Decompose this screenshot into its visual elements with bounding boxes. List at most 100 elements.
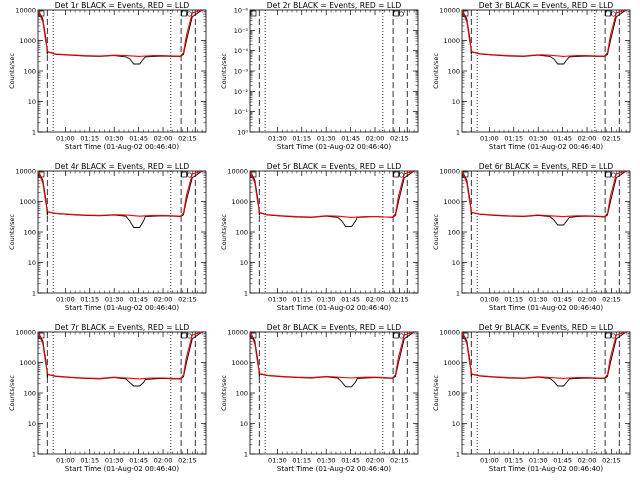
y-tick-label: 1 bbox=[456, 290, 460, 298]
y-tick-label: 10⁻⁵ bbox=[234, 27, 249, 35]
corner-marker bbox=[398, 333, 404, 339]
x-tick-label: 02:00 bbox=[154, 457, 173, 465]
x-tick-label: 01:45 bbox=[341, 457, 360, 465]
x-axis-label: Start Time (01-Aug-02 00:46:40) bbox=[65, 465, 179, 473]
x-tick-label: 02:00 bbox=[366, 296, 385, 304]
x-tick-label: 01:15 bbox=[80, 135, 99, 143]
x-tick-label: 02:15 bbox=[602, 135, 621, 143]
lld-series-line bbox=[250, 171, 415, 218]
x-tick-label: 02:00 bbox=[366, 135, 385, 143]
x-axis-label: Start Time (01-Aug-02 00:46:40) bbox=[489, 304, 603, 312]
corner-marker bbox=[393, 10, 399, 17]
corner-marker bbox=[605, 10, 611, 17]
detector-panel-2: Det 2r BLACK = Events, RED = LLD 10⁰ 10⁻¹ 1… bbox=[220, 1, 419, 151]
x-tick-label: 01:30 bbox=[105, 135, 124, 143]
lld-series-line bbox=[462, 10, 627, 57]
corner-marker bbox=[181, 10, 187, 17]
panel-title: Det 4r BLACK = Events, RED = LLD bbox=[55, 162, 190, 171]
y-tick-label: 10 bbox=[28, 420, 36, 428]
y-tick-label: 100 bbox=[24, 229, 36, 237]
y-tick-label: 10000 bbox=[15, 329, 36, 337]
x-tick-label: 01:30 bbox=[268, 457, 287, 465]
corner-marker bbox=[398, 11, 404, 17]
corner-marker bbox=[393, 332, 399, 339]
y-tick-label: 10000 bbox=[439, 329, 460, 337]
x-axis-label: Start Time (01-Aug-02 00:46:40) bbox=[489, 465, 603, 473]
y-tick-label: 10000 bbox=[15, 7, 36, 15]
corner-marker bbox=[398, 172, 404, 178]
x-tick-label: 02:00 bbox=[578, 457, 597, 465]
y-tick-label: 10 bbox=[28, 259, 36, 267]
panel-title: Det 7r BLACK = Events, RED = LLD bbox=[55, 323, 190, 332]
y-tick-label: 10 bbox=[240, 420, 248, 428]
y-tick-label: 1000 bbox=[443, 37, 460, 45]
x-tick-label: 01:15 bbox=[292, 135, 311, 143]
lld-series-line bbox=[38, 332, 203, 380]
corner-marker bbox=[186, 333, 192, 339]
detector-panel-9: Det 9r BLACK = Events, RED = LLD 1 10 100 10… bbox=[432, 323, 631, 473]
y-tick-label: 10⁻² bbox=[234, 88, 249, 96]
detector-panel-8: Det 8r BLACK = Events, RED = LLD 1 10 100 10… bbox=[220, 323, 419, 473]
corner-marker bbox=[181, 332, 187, 339]
y-tick-label: 10⁻¹ bbox=[234, 108, 249, 116]
y-tick-label: 100 bbox=[24, 68, 36, 76]
x-tick-label: 01:00 bbox=[56, 135, 75, 143]
y-tick-label: 100 bbox=[448, 390, 460, 398]
x-tick-label: 01:45 bbox=[553, 296, 572, 304]
x-tick-label: 01:30 bbox=[529, 457, 548, 465]
panel-title: Det 3r BLACK = Events, RED = LLD bbox=[479, 1, 614, 10]
y-tick-label: 10⁻⁶ bbox=[234, 7, 249, 15]
y-tick-label: 100 bbox=[24, 390, 36, 398]
y-axis-label: Counts/sec bbox=[8, 214, 16, 250]
y-tick-label: 1 bbox=[32, 129, 36, 137]
x-axis-label: Start Time (01-Aug-02 00:46:40) bbox=[65, 143, 179, 151]
x-tick-label: 01:45 bbox=[129, 296, 148, 304]
x-tick-label: 02:15 bbox=[390, 135, 409, 143]
x-tick-label: 01:00 bbox=[480, 457, 499, 465]
x-tick-label: 01:30 bbox=[105, 296, 124, 304]
detector-panel-6: Det 6r BLACK = Events, RED = LLD 1 10 100 10… bbox=[432, 162, 631, 312]
x-tick-label: 01:00 bbox=[480, 135, 499, 143]
events-series-line bbox=[250, 332, 415, 388]
x-tick-label: 01:30 bbox=[317, 457, 336, 465]
x-axis-label: Start Time (01-Aug-02 00:46:40) bbox=[65, 304, 179, 312]
y-axis-label: Counts/sec bbox=[220, 214, 228, 250]
x-tick-label: 02:15 bbox=[178, 296, 197, 304]
x-tick-label: 02:15 bbox=[390, 296, 409, 304]
panel-title: Det 6r BLACK = Events, RED = LLD bbox=[479, 162, 614, 171]
y-tick-label: 10⁻⁴ bbox=[234, 47, 249, 55]
detector-panel-7: Det 7r BLACK = Events, RED = LLD 1 10 100 10… bbox=[8, 323, 207, 473]
x-tick-label: 01:15 bbox=[292, 457, 311, 465]
lld-series-line bbox=[462, 171, 627, 218]
y-axis-label: Counts/sec bbox=[8, 375, 16, 411]
corner-marker bbox=[186, 172, 192, 178]
corner-marker bbox=[610, 11, 616, 17]
x-tick-label: 01:15 bbox=[80, 296, 99, 304]
x-tick-label: 02:00 bbox=[154, 296, 173, 304]
x-tick-label: 02:00 bbox=[578, 135, 597, 143]
corner-marker bbox=[610, 172, 616, 178]
corner-marker bbox=[186, 11, 192, 17]
y-tick-label: 1000 bbox=[443, 198, 460, 206]
y-tick-label: 100 bbox=[236, 390, 248, 398]
detector-panel-3: Det 3r BLACK = Events, RED = LLD 1 10 100 10… bbox=[432, 1, 631, 151]
y-tick-label: 10 bbox=[452, 420, 460, 428]
y-tick-label: 10 bbox=[452, 259, 460, 267]
panel-title: Det 1r BLACK = Events, RED = LLD bbox=[55, 1, 190, 10]
y-tick-label: 1 bbox=[456, 129, 460, 137]
x-tick-label: 01:15 bbox=[292, 296, 311, 304]
y-tick-label: 10000 bbox=[15, 168, 36, 176]
detector-panel-1: Det 1r BLACK = Events, RED = LLD 1 10 100 10… bbox=[8, 1, 207, 151]
y-tick-label: 1000 bbox=[443, 359, 460, 367]
x-tick-label: 01:15 bbox=[504, 457, 523, 465]
x-tick-label: 02:15 bbox=[178, 135, 197, 143]
y-axis-label: Counts/sec bbox=[220, 53, 228, 89]
y-tick-label: 1000 bbox=[231, 198, 248, 206]
detector-panel-5: Det 5r BLACK = Events, RED = LLD 1 10 100 10… bbox=[220, 162, 419, 312]
y-tick-label: 10000 bbox=[227, 168, 248, 176]
x-tick-label: 01:00 bbox=[56, 457, 75, 465]
panel-title: Det 5r BLACK = Events, RED = LLD bbox=[267, 162, 402, 171]
x-tick-label: 02:15 bbox=[602, 296, 621, 304]
x-tick-label: 01:45 bbox=[553, 135, 572, 143]
